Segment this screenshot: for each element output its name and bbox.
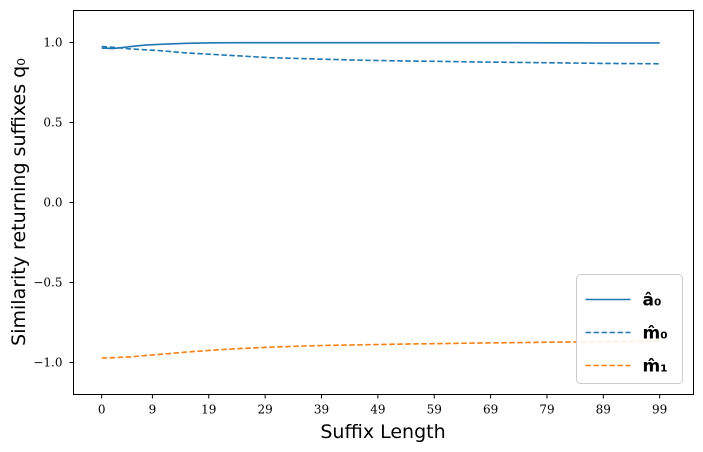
x-axis-title: Suffix Length (320, 421, 445, 443)
legend-box (576, 274, 683, 384)
x-tick-label: 59 (427, 403, 442, 417)
legend-label-1: m̂₀ (643, 324, 668, 344)
y-tick-label: 0.0 (43, 196, 62, 210)
x-tick-label: 29 (257, 403, 272, 417)
ticks-layer: 0 9 19 29 39 49 59 69 79 89 99 −1.0 −0.5 0.0 0.5 1.0 (33, 36, 667, 417)
series-line-2 (101, 340, 660, 359)
x-tick-label: 9 (149, 403, 157, 417)
y-tick-label: −1.0 (33, 356, 62, 370)
x-tick-label: 79 (539, 403, 554, 417)
legend-label-2: m̂₁ (643, 357, 668, 377)
y-tick-label: 1.0 (43, 36, 62, 50)
x-tick-label: 39 (314, 403, 329, 417)
legend-label-0: â₀ (643, 291, 662, 311)
x-tick-label: 89 (596, 403, 611, 417)
x-tick-label: 49 (370, 403, 385, 417)
x-tick-label: 0 (98, 403, 106, 417)
series-line-0 (101, 41, 660, 50)
x-tick-label: 19 (201, 403, 216, 417)
x-tick-label: 69 (483, 403, 498, 417)
y-axis-title: Similarity returning suffixes q₀ (8, 58, 30, 346)
series-line-1 (101, 45, 660, 65)
series-layer (101, 41, 660, 359)
y-tick-label: 0.5 (43, 116, 62, 130)
legend: â₀ m̂₀ m̂₁ (576, 274, 683, 384)
x-tick-label: 99 (652, 403, 667, 417)
y-tick-label: −0.5 (33, 276, 62, 290)
